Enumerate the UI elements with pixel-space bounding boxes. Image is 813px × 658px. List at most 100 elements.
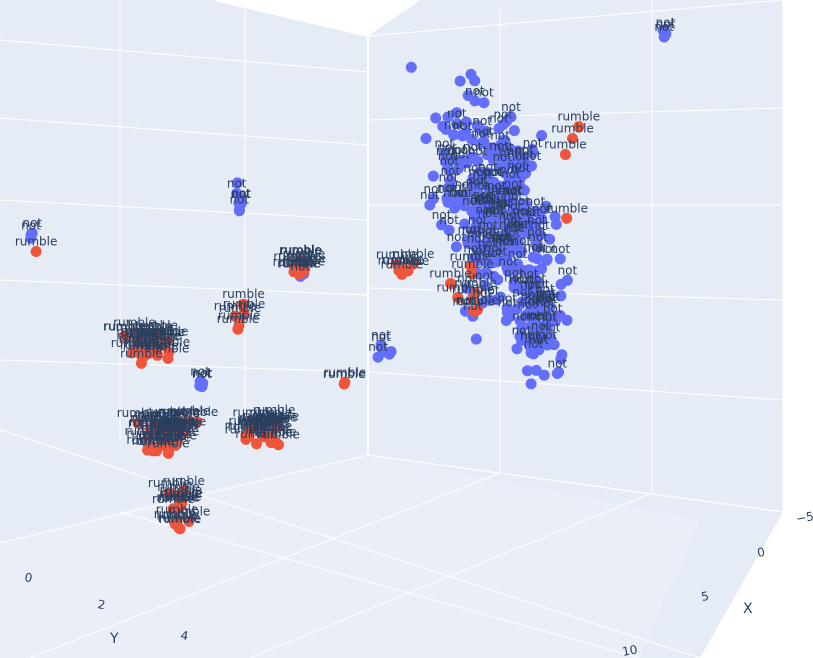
data-point[interactable] [372, 351, 384, 363]
data-point[interactable] [517, 228, 529, 240]
data-point[interactable] [442, 196, 454, 208]
data-point[interactable] [659, 27, 670, 39]
data-point[interactable] [534, 327, 546, 339]
data-point[interactable] [235, 192, 247, 204]
data-point[interactable] [514, 150, 526, 162]
data-point[interactable] [503, 245, 515, 257]
data-point[interactable] [135, 357, 147, 369]
data-point[interactable] [478, 135, 490, 147]
data-point[interactable] [173, 416, 185, 427]
data-point[interactable] [232, 323, 244, 335]
data-point[interactable] [504, 237, 516, 249]
data-point[interactable] [465, 68, 477, 80]
data-point[interactable] [523, 278, 535, 290]
data-point[interactable] [467, 151, 479, 163]
data-point[interactable] [559, 149, 571, 160]
data-point[interactable] [451, 118, 463, 130]
data-point[interactable] [197, 377, 209, 389]
data-point[interactable] [532, 276, 544, 288]
data-point[interactable] [551, 368, 563, 379]
data-point[interactable] [492, 274, 504, 286]
data-point[interactable] [548, 339, 560, 351]
data-point[interactable] [530, 265, 541, 277]
data-point[interactable] [539, 203, 550, 215]
data-point[interactable] [460, 116, 472, 128]
data-point[interactable] [503, 220, 514, 232]
data-point[interactable] [457, 154, 469, 166]
data-point[interactable] [506, 210, 518, 222]
data-point[interactable] [516, 321, 528, 333]
data-point[interactable] [498, 211, 510, 223]
data-point[interactable] [454, 75, 466, 87]
data-point[interactable] [500, 315, 512, 326]
data-point[interactable] [233, 205, 245, 217]
data-point[interactable] [522, 365, 533, 377]
data-point[interactable] [427, 193, 439, 205]
data-point[interactable] [167, 503, 179, 515]
data-point[interactable] [521, 309, 533, 321]
data-point[interactable] [298, 258, 310, 270]
data-point[interactable] [445, 278, 456, 289]
data-point[interactable] [443, 153, 455, 165]
data-point[interactable] [118, 330, 130, 342]
data-point[interactable] [161, 416, 173, 428]
data-point[interactable] [126, 347, 138, 359]
data-point[interactable] [229, 310, 241, 322]
data-point[interactable] [178, 485, 190, 497]
data-point[interactable] [244, 425, 256, 437]
data-point[interactable] [396, 268, 408, 280]
data-point[interactable] [573, 121, 585, 133]
data-point[interactable] [383, 348, 395, 360]
data-point[interactable] [405, 61, 417, 73]
data-point[interactable] [498, 166, 510, 178]
data-point[interactable] [556, 349, 568, 361]
data-point[interactable] [172, 435, 184, 447]
data-point[interactable] [437, 120, 449, 132]
data-point[interactable] [265, 437, 277, 449]
data-point[interactable] [140, 435, 152, 447]
data-point[interactable] [136, 338, 148, 350]
data-point[interactable] [471, 120, 483, 132]
data-point[interactable] [477, 166, 488, 178]
data-point[interactable] [536, 213, 548, 225]
data-point[interactable] [436, 219, 448, 231]
data-point[interactable] [132, 417, 144, 429]
data-point[interactable] [375, 339, 387, 351]
data-point[interactable] [160, 425, 172, 437]
data-point[interactable] [146, 337, 158, 349]
data-point[interactable] [544, 233, 556, 245]
data-point[interactable] [522, 210, 534, 222]
data-point[interactable] [420, 133, 432, 144]
data-point[interactable] [555, 290, 567, 302]
data-point[interactable] [538, 369, 550, 381]
data-point[interactable] [510, 164, 522, 176]
data-point[interactable] [163, 346, 175, 358]
data-point[interactable] [459, 218, 471, 230]
data-point[interactable] [492, 244, 503, 256]
data-point[interactable] [508, 282, 520, 294]
data-point[interactable] [487, 257, 499, 269]
data-point[interactable] [473, 246, 485, 258]
data-point[interactable] [128, 326, 140, 338]
data-point[interactable] [530, 236, 542, 248]
data-point[interactable] [525, 378, 537, 390]
data-point[interactable] [427, 170, 439, 182]
data-point[interactable] [30, 246, 42, 257]
data-point[interactable] [472, 197, 484, 209]
data-point[interactable] [183, 516, 195, 527]
data-point[interactable] [469, 95, 481, 107]
data-point[interactable] [450, 241, 462, 253]
data-point[interactable] [448, 129, 460, 141]
data-point[interactable] [451, 107, 463, 119]
data-point[interactable] [531, 298, 543, 310]
data-point[interactable] [258, 423, 270, 435]
data-point[interactable] [501, 115, 513, 127]
data-point[interactable] [231, 177, 243, 189]
data-point[interactable] [482, 248, 493, 260]
data-point[interactable] [475, 207, 487, 219]
data-point[interactable] [163, 487, 175, 499]
data-point[interactable] [549, 211, 561, 223]
data-point[interactable] [456, 129, 468, 141]
data-point[interactable] [175, 494, 187, 506]
